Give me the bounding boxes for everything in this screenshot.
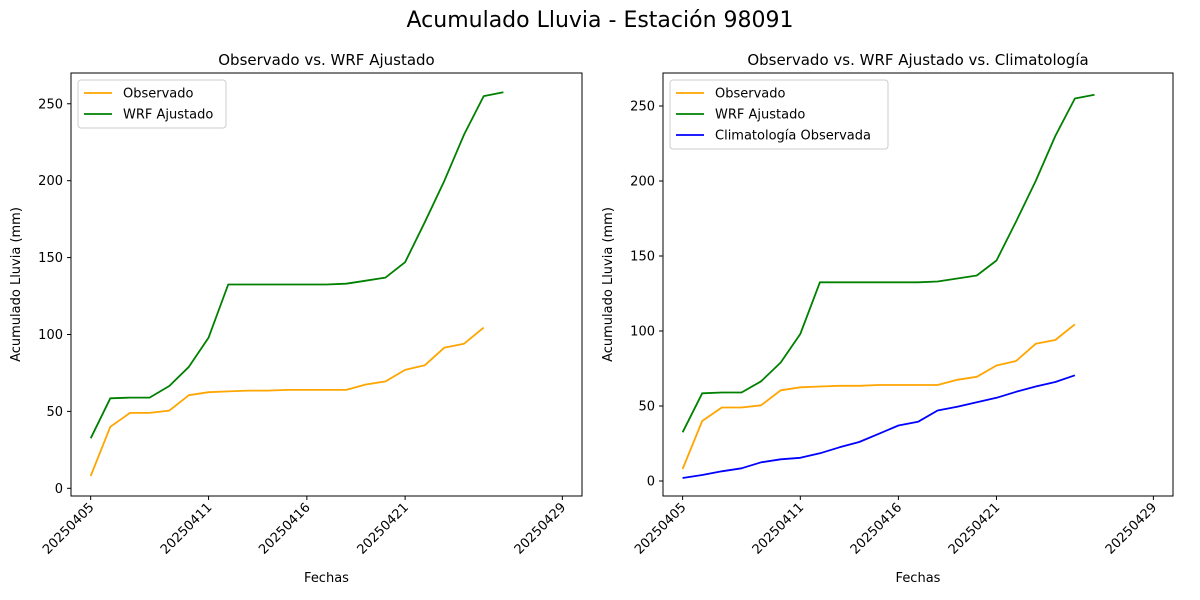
y-tick-label: 150 <box>630 250 655 265</box>
x-tick-label: 20250429 <box>1103 500 1160 557</box>
legend: Observado WRF Ajustado <box>77 79 227 129</box>
legend-label-3: Climatología Observada <box>715 129 871 144</box>
legend-label-1: Observado <box>123 87 194 102</box>
axes-frame <box>70 72 583 497</box>
series-line-1 <box>89 326 485 477</box>
x-axis-label: Fechas <box>896 571 941 586</box>
chart-panel-2: Observado vs. WRF Ajustado vs. Climatolo… <box>601 51 1174 586</box>
y-tick-label: 250 <box>38 97 63 112</box>
legend-label-2: WRF Ajustado <box>123 108 213 123</box>
legend-box <box>77 79 227 129</box>
series-line-2 <box>89 91 504 439</box>
chart-title: Observado vs. WRF Ajustado <box>218 51 434 69</box>
axes-frame <box>662 72 1174 497</box>
series-line-1 <box>681 323 1076 470</box>
y-tick-label: 50 <box>46 405 63 420</box>
y-tick-label: 100 <box>38 328 63 343</box>
chart-title: Observado vs. WRF Ajustado vs. Climatolo… <box>747 51 1088 69</box>
x-tick-label: 20250416 <box>256 500 313 557</box>
x-tick-label: 20250429 <box>512 500 569 557</box>
x-tick-label: 20250421 <box>946 500 1003 557</box>
y-tick-label: 0 <box>55 482 63 497</box>
legend-box <box>669 79 889 150</box>
legend: Observado WRF Ajustado Climatología Observ… <box>669 79 889 150</box>
x-tick-label: 20250421 <box>355 500 412 557</box>
y-tick-label: 150 <box>38 251 63 266</box>
y-tick-label: 250 <box>630 100 655 115</box>
series-line-3 <box>682 374 1076 479</box>
y-tick-label: 100 <box>630 325 655 340</box>
series-line-2 <box>681 93 1095 433</box>
x-tick-label: 20250411 <box>158 500 215 557</box>
x-axis-label: Fechas <box>304 571 349 586</box>
y-tick-label: 50 <box>638 400 655 415</box>
figure-title: Acumulado Lluvia - Estación 98091 <box>406 8 794 33</box>
legend-label-1: Observado <box>715 87 786 102</box>
y-axis-label: Acumulado Lluvia (mm) <box>601 207 616 362</box>
x-tick-label: 20250405 <box>632 500 689 557</box>
x-tick-label: 20250411 <box>750 500 807 557</box>
y-tick-label: 0 <box>647 475 655 490</box>
chart-panel-1: Observado vs. WRF Ajustado 0 50 100 150 200 25… <box>9 51 583 586</box>
y-axis-label: Acumulado Lluvia (mm) <box>9 207 24 362</box>
y-tick-label: 200 <box>630 175 655 190</box>
legend-label-2: WRF Ajustado <box>715 108 805 123</box>
x-tick-label: 20250416 <box>848 500 905 557</box>
x-tick-label: 20250405 <box>40 500 97 557</box>
y-tick-label: 200 <box>38 174 63 189</box>
